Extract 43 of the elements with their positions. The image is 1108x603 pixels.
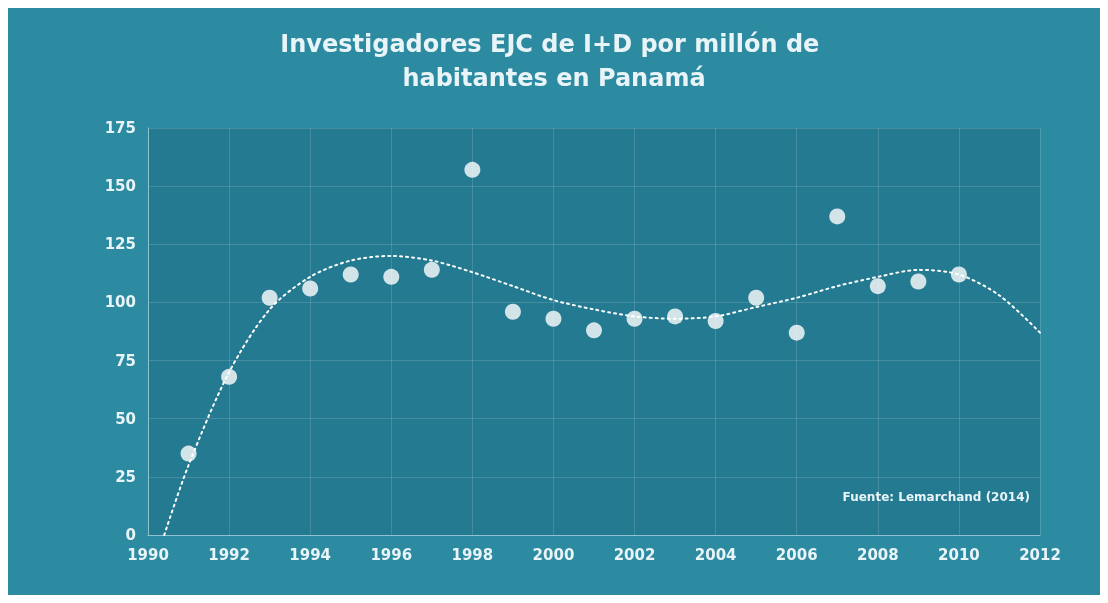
y-tick-label: 175 — [104, 119, 136, 137]
point — [626, 310, 643, 327]
y-tick-label: 25 — [115, 467, 136, 486]
point — [180, 445, 197, 462]
y-tick-label: 75 — [115, 351, 136, 370]
point — [788, 324, 805, 341]
x-tick-label: 2000 — [532, 545, 575, 564]
point — [464, 161, 481, 178]
x-tick-label: 2006 — [775, 545, 818, 564]
point — [302, 280, 319, 297]
y-tick-label: 0 — [125, 526, 136, 544]
point — [342, 266, 359, 283]
chart-title: Investigadores EJC de I+D por millón de habitantes en Panamá — [280, 30, 828, 92]
annotation: Fuente: Lemarchand (2014) — [842, 490, 1031, 504]
point — [829, 208, 846, 225]
point — [383, 268, 400, 285]
point — [950, 266, 967, 283]
y-tick-label: 150 — [104, 177, 136, 196]
y-tick-label: 100 — [104, 293, 136, 312]
x-tick-label: 1990 — [127, 545, 169, 564]
point — [667, 308, 684, 325]
x-tick-label: 2010 — [938, 545, 980, 564]
point — [423, 261, 440, 278]
x-tick-label: 1996 — [370, 545, 413, 564]
point — [504, 303, 521, 320]
x-tick-label: 2008 — [856, 545, 899, 564]
x-tick-label: 1994 — [289, 545, 332, 564]
x-tick-label: 2012 — [1019, 545, 1061, 564]
y-tick-label: 125 — [104, 235, 136, 254]
line-series — [163, 254, 1041, 536]
point — [261, 289, 278, 306]
point — [545, 310, 562, 327]
y-tick-label: 50 — [115, 409, 136, 428]
x-tick-label: 2002 — [613, 545, 656, 564]
point — [707, 313, 724, 330]
x-tick-label: 1998 — [451, 545, 494, 564]
point — [869, 278, 886, 295]
point — [221, 368, 238, 385]
x-tick-label: 2004 — [694, 545, 737, 564]
x-tick-label: 1992 — [208, 545, 250, 564]
point — [910, 273, 927, 290]
point — [586, 322, 602, 339]
point — [748, 289, 765, 306]
